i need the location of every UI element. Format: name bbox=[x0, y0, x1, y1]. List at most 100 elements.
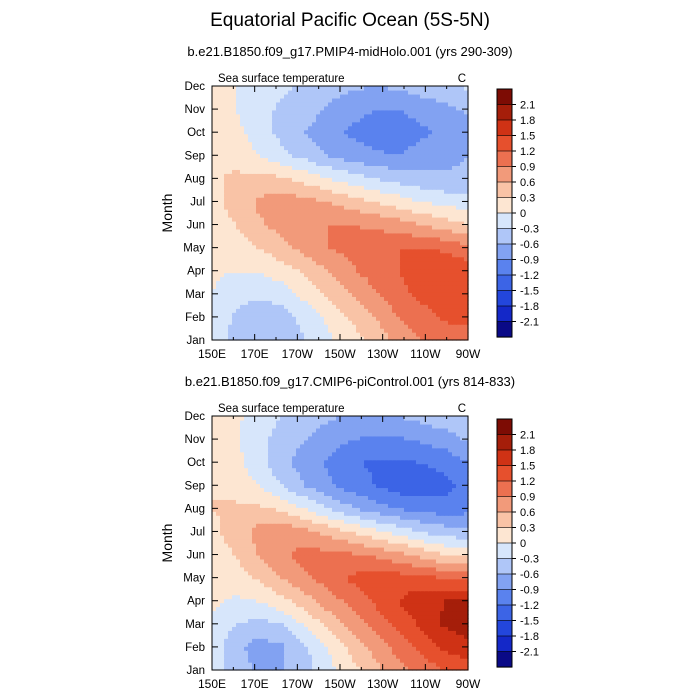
heatmap-cell bbox=[316, 328, 321, 333]
heatmap-cell bbox=[296, 626, 301, 631]
heatmap-cell bbox=[420, 276, 425, 282]
heatmap-cell bbox=[260, 252, 265, 258]
heatmap-cell bbox=[432, 145, 437, 151]
heatmap-cell bbox=[380, 228, 385, 234]
heatmap-cell bbox=[352, 288, 357, 293]
heatmap-cell bbox=[264, 93, 269, 99]
heatmap-cell bbox=[412, 153, 417, 159]
heatmap-cell bbox=[268, 260, 273, 266]
heatmap-cell bbox=[228, 189, 233, 194]
heatmap-cell bbox=[344, 260, 349, 266]
heatmap-cell bbox=[416, 113, 421, 119]
heatmap-cell bbox=[248, 213, 253, 218]
heatmap-cell bbox=[228, 157, 233, 163]
heatmap-cell bbox=[428, 292, 433, 297]
heatmap-cell bbox=[340, 149, 345, 155]
heatmap-cell bbox=[336, 213, 341, 218]
heatmap-cell bbox=[420, 93, 425, 99]
heatmap-cell bbox=[232, 646, 237, 651]
heatmap-cell bbox=[328, 280, 333, 286]
heatmap-cell bbox=[232, 284, 237, 290]
heatmap-cell bbox=[308, 220, 313, 226]
heatmap-cell bbox=[368, 634, 373, 639]
heatmap-cell bbox=[464, 300, 469, 305]
heatmap-cell bbox=[432, 133, 437, 139]
heatmap-cell bbox=[352, 642, 357, 647]
heatmap-cell bbox=[216, 89, 221, 95]
heatmap-cell bbox=[220, 185, 225, 190]
heatmap-cell bbox=[440, 185, 445, 190]
heatmap-cell bbox=[336, 650, 341, 655]
heatmap-cell bbox=[216, 316, 221, 321]
heatmap-cell bbox=[380, 109, 385, 115]
heatmap-cell bbox=[228, 133, 233, 139]
heatmap-cell bbox=[432, 236, 437, 242]
heatmap-cell bbox=[240, 185, 245, 190]
heatmap-cell bbox=[416, 97, 421, 103]
heatmap-cell bbox=[308, 264, 313, 270]
heatmap-cell bbox=[236, 121, 241, 127]
heatmap-cell bbox=[436, 113, 441, 119]
heatmap-cell bbox=[460, 256, 465, 262]
heatmap-cell bbox=[464, 177, 469, 182]
heatmap-cell bbox=[288, 240, 293, 246]
heatmap-cell bbox=[304, 280, 309, 286]
heatmap-cell bbox=[464, 117, 469, 123]
heatmap-cell bbox=[448, 141, 453, 147]
heatmap-cell bbox=[308, 129, 313, 135]
heatmap-cell bbox=[332, 276, 337, 282]
heatmap-cell bbox=[316, 105, 321, 111]
heatmap-cell bbox=[420, 236, 425, 242]
heatmap-cell bbox=[332, 161, 337, 166]
heatmap-cell bbox=[304, 121, 309, 127]
heatmap-cell bbox=[444, 145, 449, 151]
heatmap-cell bbox=[412, 304, 417, 309]
heatmap-cell bbox=[444, 228, 449, 234]
heatmap-cell bbox=[440, 316, 445, 321]
heatmap-cell bbox=[436, 209, 441, 214]
heatmap-cell bbox=[436, 320, 441, 325]
heatmap-cell bbox=[248, 125, 253, 131]
heatmap-cell bbox=[240, 145, 245, 151]
heatmap-cell bbox=[284, 141, 289, 147]
heatmap-cell bbox=[444, 240, 449, 246]
heatmap-cell bbox=[324, 169, 329, 174]
heatmap-cell bbox=[464, 288, 469, 293]
heatmap-cell bbox=[268, 89, 273, 95]
heatmap-cell bbox=[268, 181, 273, 186]
heatmap-cell bbox=[424, 129, 429, 135]
heatmap-cell bbox=[432, 300, 437, 305]
heatmap-cell bbox=[352, 332, 357, 337]
heatmap-cell bbox=[452, 252, 457, 258]
heatmap-cell bbox=[392, 213, 397, 218]
heatmap-cell bbox=[420, 177, 425, 182]
heatmap-cell bbox=[256, 209, 261, 214]
heatmap-cell bbox=[336, 177, 341, 182]
heatmap-cell bbox=[448, 193, 453, 198]
heatmap-cell bbox=[436, 165, 441, 170]
heatmap-cell bbox=[388, 125, 393, 131]
heatmap-cell bbox=[344, 117, 349, 123]
heatmap-cell bbox=[464, 224, 469, 230]
heatmap-cell bbox=[304, 292, 309, 297]
heatmap-cell bbox=[436, 109, 441, 115]
heatmap-cell bbox=[408, 638, 413, 643]
heatmap-cell bbox=[300, 256, 305, 262]
heatmap-cell bbox=[264, 129, 269, 135]
heatmap-cell bbox=[360, 209, 365, 214]
heatmap-cell bbox=[348, 113, 353, 119]
heatmap-cell bbox=[276, 252, 281, 258]
heatmap-cell bbox=[308, 216, 313, 222]
heatmap-cell bbox=[324, 161, 329, 166]
heatmap-cell bbox=[412, 292, 417, 297]
heatmap-cell bbox=[444, 125, 449, 131]
heatmap-cell bbox=[272, 133, 277, 139]
heatmap-cell bbox=[228, 141, 233, 147]
heatmap-cell bbox=[428, 121, 433, 127]
heatmap-cell bbox=[220, 129, 225, 135]
heatmap-cell bbox=[268, 646, 273, 651]
heatmap-cell bbox=[444, 642, 449, 647]
heatmap-cell bbox=[364, 157, 369, 163]
heatmap-cell bbox=[292, 292, 297, 297]
heatmap-cell bbox=[316, 97, 321, 103]
